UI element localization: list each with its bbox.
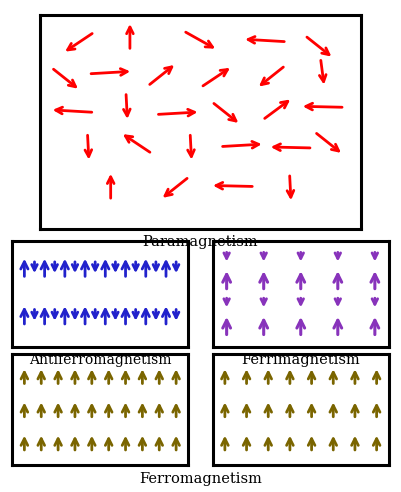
Text: Antiferromagnetism: Antiferromagnetism (29, 353, 172, 367)
Text: Paramagnetism: Paramagnetism (143, 235, 258, 248)
Text: Ferromagnetism: Ferromagnetism (139, 472, 262, 486)
Text: Ferrimagnetism: Ferrimagnetism (241, 353, 360, 367)
